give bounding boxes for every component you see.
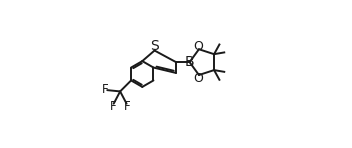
Text: O: O bbox=[193, 40, 203, 53]
Text: F: F bbox=[102, 83, 108, 96]
Text: S: S bbox=[150, 39, 159, 53]
Text: O: O bbox=[193, 72, 203, 85]
Text: B: B bbox=[185, 55, 195, 69]
Text: F: F bbox=[109, 100, 116, 113]
Text: F: F bbox=[124, 100, 131, 113]
